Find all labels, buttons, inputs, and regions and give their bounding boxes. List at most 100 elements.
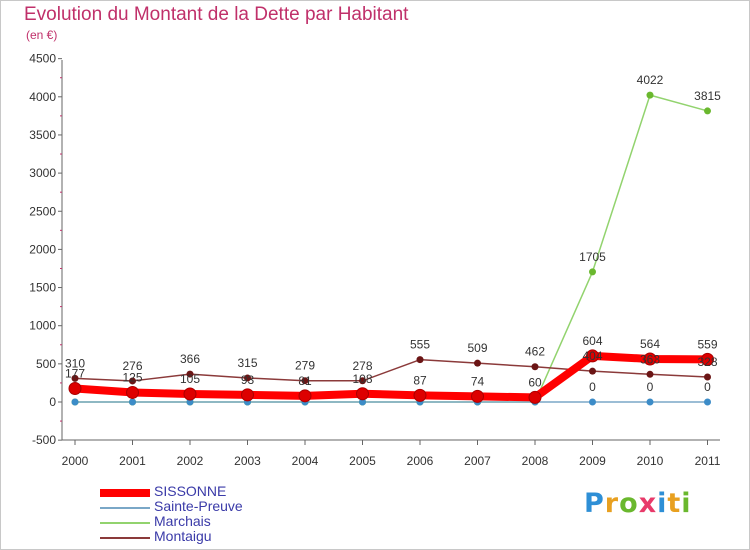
y-tick-label: 2500 [29,204,56,218]
data-label-sissonne: 108 [352,372,372,386]
x-tick-label: 2004 [292,454,319,468]
x-tick-label: 2008 [522,454,549,468]
legend-swatch [100,522,150,524]
x-tick-label: 2011 [695,454,721,468]
data-label-montaigu: 278 [352,359,372,373]
legend-label: Sainte-Preuve [154,498,243,514]
data-label-sissonne: 60 [528,375,542,389]
data-label-montaigu: 276 [122,359,142,373]
data-label-sissonne: 81 [298,374,312,388]
data-point-sissonne [413,388,427,402]
data-point-sainte-preuve [646,398,654,406]
data-point-sissonne [183,387,197,401]
y-tick-label: 4500 [29,52,56,66]
data-point-montaigu [531,363,539,371]
data-point-marchais [589,268,596,276]
logo-letter: x [638,488,658,519]
x-tick-label: 2006 [407,454,434,468]
logo-letter: o [619,488,639,519]
data-label-sainte-preuve: 0 [704,380,711,394]
data-label-sissonne: 604 [582,334,602,348]
x-tick-label: 2001 [119,454,146,468]
data-label-montaigu: 404 [582,349,602,363]
data-label-montaigu: 315 [237,356,257,370]
y-tick-label: -500 [32,433,56,447]
data-label-marchais: 1705 [579,250,606,264]
data-point-montaigu [704,373,711,381]
data-label-sainte-preuve: 0 [647,380,654,394]
data-point-montaigu [474,359,481,367]
data-label-montaigu: 279 [295,359,315,373]
data-point-sissonne [701,352,714,366]
proxiti-logo: Proxiti [584,488,692,519]
y-tick-label: 500 [36,357,56,371]
data-label-sissonne: 564 [640,337,660,351]
x-tick-label: 2000 [62,454,89,468]
data-point-montaigu [416,356,424,364]
data-label-montaigu: 363 [640,352,660,366]
data-point-sainte-preuve [186,398,194,406]
data-point-sainte-preuve [589,398,596,406]
data-point-sissonne [528,390,542,404]
data-point-sissonne [126,385,139,399]
data-labels: 1705 4022 3815 0 0 0 310 276 366 315 279 278 555 509 4… [65,73,721,394]
data-label-montaigu: 310 [65,356,85,370]
data-point-montaigu [71,374,79,382]
data-point-sissonne [643,352,657,366]
data-point-sissonne [356,387,369,401]
data-point-montaigu [359,377,366,385]
data-point-montaigu [646,370,654,378]
data-label-sissonne: 93 [241,373,255,387]
x-tick-label: 2010 [637,454,664,468]
y-tick-label: 4000 [29,90,56,104]
legend-label: SISSONNE [154,483,227,499]
data-point-marchais [704,107,711,115]
data-point-sainte-preuve [129,398,136,406]
data-point-sissonne [298,389,312,403]
data-point-sissonne [241,388,254,402]
data-label-sissonne: 125 [122,370,142,384]
data-point-sainte-preuve [359,398,366,406]
data-label-sissonne: 105 [180,372,200,386]
data-label-montaigu: 555 [410,338,430,352]
x-tick-label: 2009 [579,454,606,468]
data-point-sainte-preuve [71,398,79,406]
data-point-marchais [646,91,654,99]
series-points [68,91,714,406]
x-tick-label: 2003 [234,454,261,468]
data-point-montaigu [186,370,194,378]
logo-letter: P [584,488,605,519]
logo-letter: i [657,488,668,519]
series-line-montaigu [74,358,709,382]
series-line-sissonne [71,351,712,402]
y-tick-label: 1000 [29,319,56,333]
legend-label: Montaigu [154,528,212,544]
data-point-montaigu [301,377,309,385]
data-label-montaigu: 509 [467,341,487,355]
y-tick-label: 3000 [29,166,56,180]
chart-subtitle: (en €) [26,28,58,42]
data-label-sissonne: 74 [471,374,485,388]
legend-label: Marchais [154,513,211,529]
legend-swatch [100,489,150,497]
x-tick-label: 2002 [177,454,204,468]
data-point-sissonne [586,349,599,363]
data-label-sissonne: 177 [65,366,85,380]
data-label-marchais: 4022 [637,73,664,87]
data-point-sissonne [68,381,82,395]
legend-swatch [100,507,150,509]
data-point-montaigu [244,374,251,382]
data-label-sissonne: 87 [413,373,427,387]
data-label-montaigu: 328 [697,355,717,369]
series-lines [71,94,712,403]
data-point-montaigu [589,367,596,375]
logo-letter: r [604,488,620,519]
data-label-montaigu: 462 [525,345,545,359]
chart-title: Evolution du Montant de la Dette par Hab… [24,4,409,25]
y-tick-label: 0 [49,395,56,409]
logo-letter: t [667,488,682,519]
x-tick-label: 2005 [349,454,376,468]
data-label-sainte-preuve: 0 [589,380,596,394]
